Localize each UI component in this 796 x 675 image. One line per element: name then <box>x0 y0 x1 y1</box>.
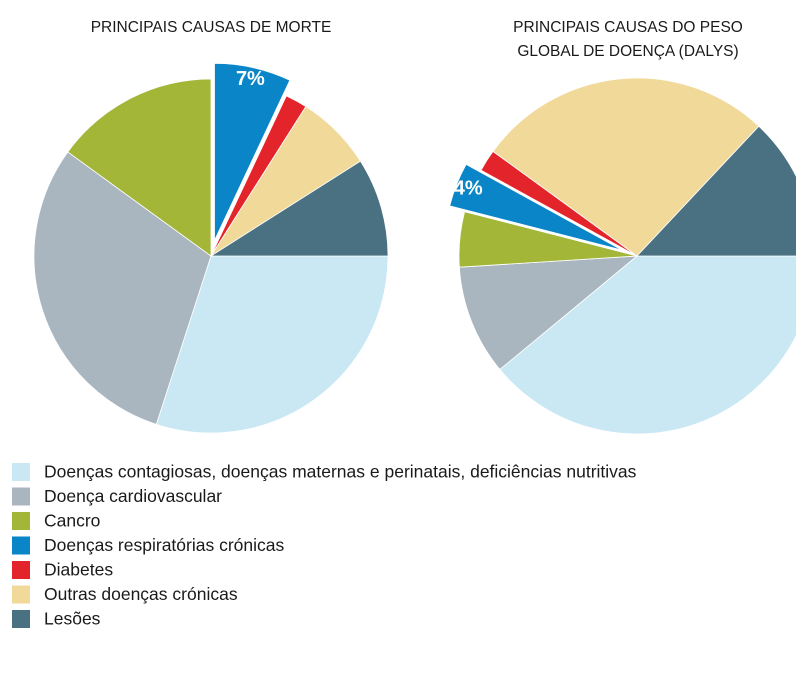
legend-label: Cancro <box>44 511 100 531</box>
pie-slice <box>458 255 639 371</box>
pie-slice <box>209 160 389 257</box>
legend-swatch <box>12 536 30 555</box>
pie-slice <box>492 77 760 257</box>
pie-slice <box>499 255 796 435</box>
value-label: 4% <box>454 177 483 199</box>
pie-slice <box>155 255 389 434</box>
pie-slice <box>449 163 623 251</box>
pie-slice <box>67 78 212 257</box>
legend-swatch <box>12 561 30 579</box>
pie-slice <box>33 151 212 425</box>
chart-title: PRINCIPAIS CAUSAS DO PESO <box>513 19 743 36</box>
legend-swatch <box>12 463 30 481</box>
chart-title: PRINCIPAIS CAUSAS DE MORTE <box>91 19 332 36</box>
legend-swatch <box>12 487 30 506</box>
legend-swatch <box>12 610 30 628</box>
legend-label: Outras doenças crónicas <box>44 584 238 604</box>
pie-slice <box>214 62 291 241</box>
pie-slice <box>636 125 796 257</box>
pie-slice <box>458 211 638 268</box>
legend-label: Diabetes <box>44 560 113 580</box>
value-label: 7% <box>236 68 265 90</box>
chart-title: GLOBAL DE DOENÇA (DALYS) <box>517 43 738 60</box>
legend-label: Doenças contagiosas, doenças maternas e … <box>44 462 637 482</box>
legend-swatch <box>12 585 30 604</box>
legend-label: Doenças respiratórias crónicas <box>44 535 284 555</box>
legend-label: Doença cardiovascular <box>44 486 222 506</box>
legend-swatch <box>12 512 30 530</box>
legend-label: Lesões <box>44 609 101 629</box>
